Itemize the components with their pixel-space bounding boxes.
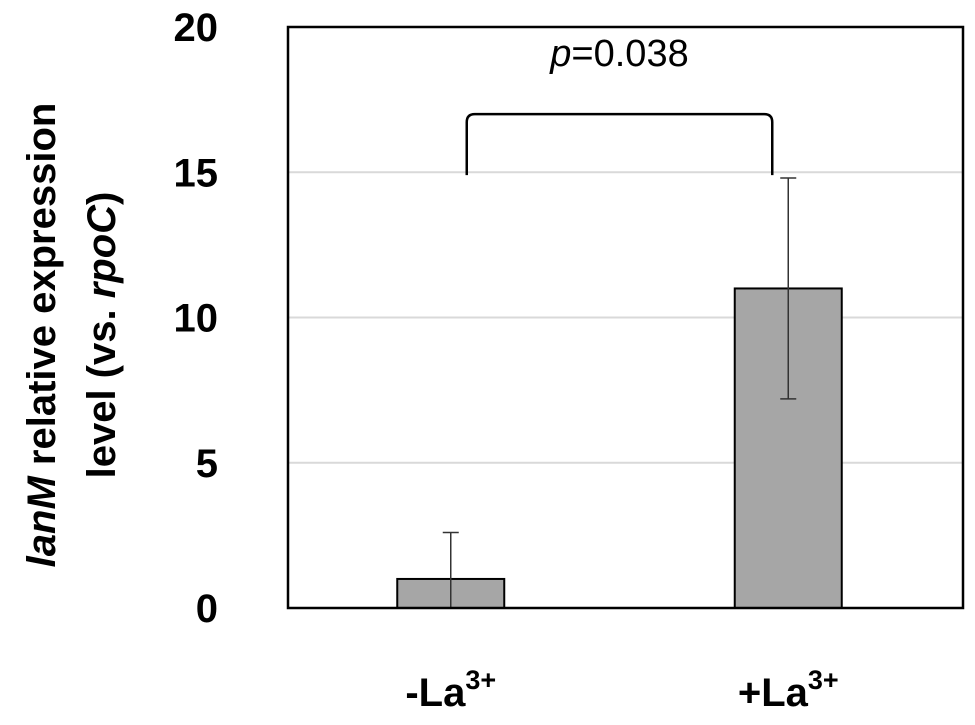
significance-bracket [465,112,774,176]
y-axis-title-line2-post: ) [80,192,124,205]
x-tick-label-superscript: 3+ [808,665,839,695]
p-value-label: p=0.038 [549,33,688,75]
x-tick-label: -La3+ [405,665,496,715]
grid-lines [288,171,963,464]
error-bars [442,177,797,608]
plot-area-border [286,25,965,610]
y-tick-label: 20 [174,6,219,50]
x-tick-label-superscript: 3+ [465,665,496,695]
y-axis-tick-labels: 0 5 10 15 20 [174,6,219,631]
y-axis-title-gene: lanM [20,475,64,568]
y-axis-title: lanM relative expression [20,103,64,568]
x-tick-label-main: +La [738,671,809,715]
x-tick-label-main: -La [405,671,466,715]
significance-annotation: p=0.038 [465,33,774,176]
y-axis-title-line1-rest: relative expression [20,103,64,477]
y-tick-label: 10 [174,297,219,341]
bars [396,287,843,610]
p-value-symbol: p [549,33,571,75]
p-value-number: =0.038 [571,33,688,75]
y-axis-title-reference: rpoC [80,204,124,298]
y-tick-label: 0 [196,587,218,631]
x-axis-tick-labels: -La3+ +La3+ [405,665,838,715]
y-tick-label: 15 [174,151,219,195]
y-axis-title-line2: level (vs. rpoC) [80,192,124,479]
y-tick-label: 5 [196,442,218,486]
x-tick-label: +La3+ [738,665,839,715]
y-axis-title-line2-pre: level (vs. [80,298,124,478]
